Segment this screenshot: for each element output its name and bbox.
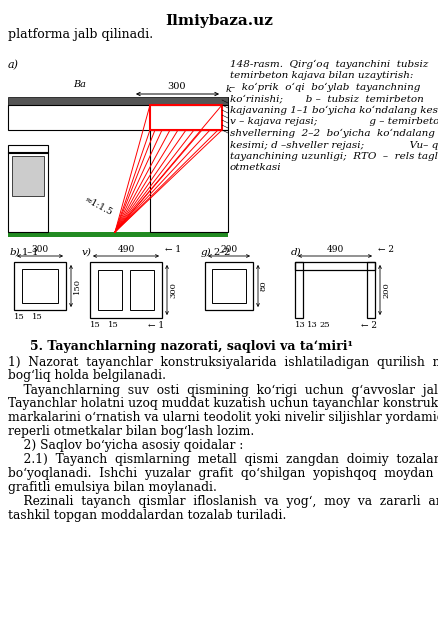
Text: 200: 200 — [381, 282, 389, 298]
Text: 25: 25 — [318, 321, 329, 329]
Text: 150: 150 — [73, 278, 81, 294]
Bar — [205, 262, 252, 310]
Text: 2–2: 2–2 — [212, 248, 230, 257]
Text: a): a) — [8, 60, 19, 70]
Bar — [130, 270, 154, 310]
Bar — [8, 145, 48, 153]
Bar — [98, 270, 122, 310]
Text: ← 1: ← 1 — [148, 321, 164, 330]
Bar — [14, 262, 66, 310]
Text: v – kajava rejasi;                g – temirbeton: v – kajava rejasi; g – temirbeton — [230, 118, 438, 126]
Text: Tayanchlarning  suv  osti  qismining  ko‘rigi  uchun  g‘avvoslar  jalb  qilinadi: Tayanchlarning suv osti qismining ko‘rig… — [8, 384, 438, 397]
Text: tayanchining uzunligi;  RTO  –  rels tagligi: tayanchining uzunligi; RTO – rels taglig… — [230, 152, 438, 161]
Bar — [8, 152, 48, 232]
Bar — [150, 130, 227, 232]
Text: b): b) — [10, 248, 21, 257]
Bar — [12, 156, 44, 196]
Bar — [212, 269, 245, 303]
Text: 15: 15 — [108, 321, 119, 329]
Text: v): v) — [82, 248, 92, 257]
Text: 2) Saqlov bo‘yicha asosiy qoidalar :: 2) Saqlov bo‘yicha asosiy qoidalar : — [8, 439, 243, 452]
Text: Rezinali  tayanch  qismlar  ifloslanish  va  yog‘,  moy  va  zararli  aralashmal: Rezinali tayanch qismlar ifloslanish va … — [8, 495, 438, 508]
Text: Tayanchlar holatni uzoq muddat kuzatish uchun tayanchlar konstruksiyasida nazora: Tayanchlar holatni uzoq muddat kuzatish … — [8, 397, 438, 410]
Text: d): d) — [290, 248, 301, 257]
Bar — [90, 262, 162, 318]
Bar — [366, 262, 374, 318]
Bar — [8, 232, 227, 237]
Text: 13: 13 — [294, 321, 305, 329]
Text: 5. Tayanchlarning nazorati, saqlovi va ta‘miri¹: 5. Tayanchlarning nazorati, saqlovi va t… — [30, 340, 352, 353]
Text: Ilmiybaza.uz: Ilmiybaza.uz — [165, 14, 273, 28]
Text: otmetkasi: otmetkasi — [230, 164, 281, 172]
Bar — [150, 105, 222, 130]
Text: 15: 15 — [32, 313, 42, 321]
Text: 300: 300 — [32, 245, 49, 254]
Text: markalarini o‘rnatish va ularni teodolit yoki nivelir siljishlar yordamida doimi: markalarini o‘rnatish va ularni teodolit… — [8, 411, 438, 424]
Text: ← 1: ← 1 — [165, 245, 181, 254]
Text: 1–1: 1–1 — [22, 248, 39, 257]
Text: platforma jalb qilinadi.: platforma jalb qilinadi. — [8, 28, 153, 41]
Bar — [294, 262, 374, 270]
Text: 2.1)  Tayanch  qismlarning  metall  qismi  zangdan  doimiy  tozalanib  turiladi : 2.1) Tayanch qismlarning metall qismi za… — [8, 453, 438, 466]
Text: 490: 490 — [117, 245, 134, 254]
Text: kesimi; d –shveller rejasi;              Vu– qirg‘oq: kesimi; d –shveller rejasi; Vu– qirg‘oq — [230, 141, 438, 150]
Text: temirbeton kajava bilan uzaytirish:             a: temirbeton kajava bilan uzaytirish: a — [230, 71, 438, 81]
Text: ← 2: ← 2 — [360, 321, 376, 330]
Bar — [8, 97, 227, 105]
Text: tashkil topgan moddalardan tozalab turiladi.: tashkil topgan moddalardan tozalab turil… — [8, 508, 286, 521]
Text: 1)  Nazorat  tayanchlar  konstruksiyalarida  ishlatiladigan  qurilish  materiali: 1) Nazorat tayanchlar konstruksiyalarida… — [8, 356, 438, 369]
Text: ← 2: ← 2 — [377, 245, 393, 254]
Text: 148-rasm.  Qirg‘oq  tayanchini  tubsiz: 148-rasm. Qirg‘oq tayanchini tubsiz — [230, 60, 427, 69]
Text: ≈1:1.5: ≈1:1.5 — [82, 195, 113, 218]
Text: g): g) — [201, 248, 211, 257]
Text: –  ko‘prik  o‘qi  bo‘ylab  tayanchning: – ko‘prik o‘qi bo‘ylab tayanchning — [230, 83, 420, 92]
Text: 200: 200 — [220, 245, 237, 254]
Text: grafitli emulsiya bilan moylanadi.: grafitli emulsiya bilan moylanadi. — [8, 480, 216, 494]
Text: shvellerning  2–2  bo‘yicha  ko‘ndalang: shvellerning 2–2 bo‘yicha ko‘ndalang — [230, 129, 434, 138]
Text: 15: 15 — [90, 321, 100, 329]
Text: bog‘liq holda belgilanadi.: bog‘liq holda belgilanadi. — [8, 370, 166, 383]
Bar — [8, 105, 227, 130]
Bar — [22, 269, 58, 303]
Text: Ba: Ba — [73, 80, 86, 89]
Text: 13: 13 — [306, 321, 317, 329]
Text: 300: 300 — [169, 282, 177, 298]
Text: 490: 490 — [325, 245, 343, 254]
Bar — [294, 262, 302, 318]
Text: ko‘rinishi;       b –  tubsiz  temirbeton: ko‘rinishi; b – tubsiz temirbeton — [230, 94, 423, 104]
Text: kajavaning 1–1 bo‘yicha ko‘ndalang kesimi;: kajavaning 1–1 bo‘yicha ko‘ndalang kesim… — [230, 106, 438, 115]
Text: 80: 80 — [259, 281, 267, 291]
Text: reperli otmetkalar bilan bog‘lash lozim.: reperli otmetkalar bilan bog‘lash lozim. — [8, 425, 273, 438]
Text: bo‘yoqlanadi.  Ishchi  yuzalar  grafit  qo‘shilgan  yopishqoq  moydan  tashkil  : bo‘yoqlanadi. Ishchi yuzalar grafit qo‘s… — [8, 467, 438, 480]
Text: k: k — [226, 85, 231, 94]
Text: 15: 15 — [14, 313, 25, 321]
Text: 300: 300 — [167, 82, 186, 91]
